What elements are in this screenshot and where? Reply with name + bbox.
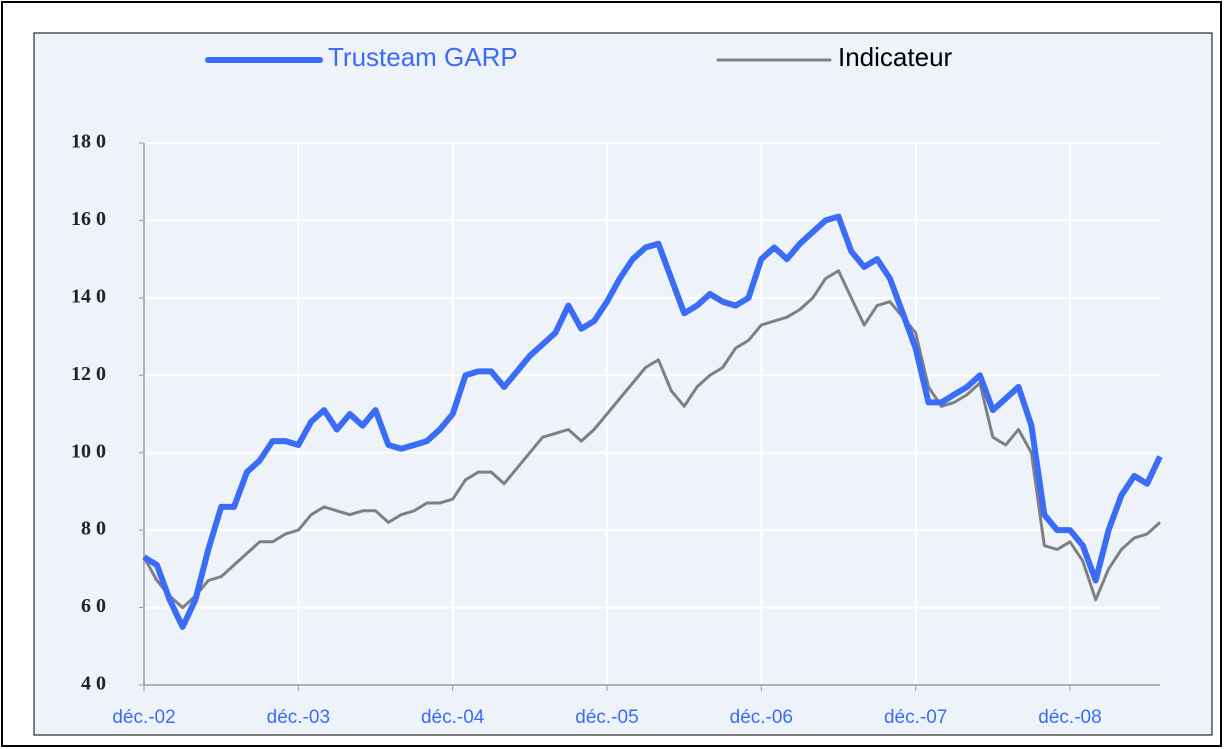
y-tick-label: 10 0 [71, 440, 106, 462]
y-tick-label: 12 0 [71, 363, 106, 385]
x-tick-label: déc.-04 [421, 707, 485, 728]
x-tick-label: déc.-03 [267, 707, 330, 728]
legend-label: Indicateur [838, 42, 953, 72]
series-line [142, 213, 1163, 630]
legend-label: Trusteam GARP [328, 42, 518, 72]
y-tick-label: 8 0 [81, 518, 106, 540]
y-tick-label: 18 0 [71, 131, 106, 153]
series-line [142, 269, 1162, 610]
x-tick-label: déc.-05 [575, 707, 638, 728]
x-tick-label: déc.-07 [884, 707, 947, 728]
y-tick-label: 4 0 [81, 673, 106, 695]
y-tick-label: 16 0 [71, 208, 106, 230]
chart-frame [33, 32, 1213, 736]
y-tick-label: 6 0 [81, 595, 106, 617]
x-tick-label: déc.-06 [730, 707, 793, 728]
x-tick-label: déc.-02 [112, 707, 175, 728]
x-tick-label: déc.-08 [1038, 707, 1101, 728]
y-tick-label: 14 0 [71, 285, 106, 307]
